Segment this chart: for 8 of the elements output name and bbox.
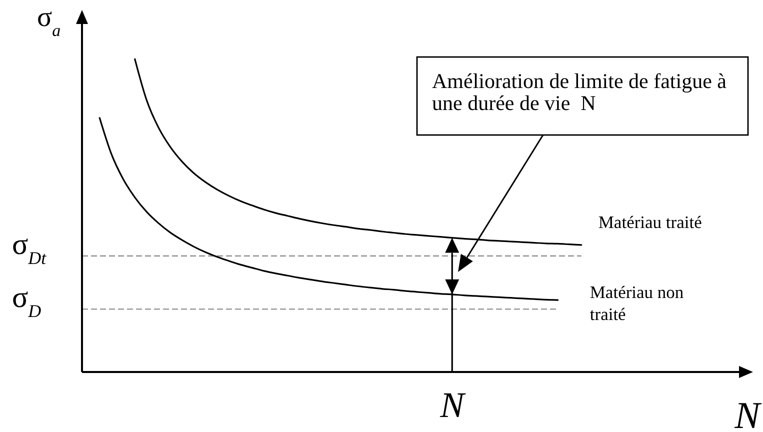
ref-line-label: σ$_{Dt}$: [12, 228, 48, 268]
series-label: Matériau non traité: [590, 282, 684, 324]
y-axis-title: σ$_{a}$: [37, 2, 61, 40]
text: N: [439, 385, 466, 425]
x-axis-title: N: [734, 395, 763, 432]
annotation: Amélioration de limite de fatigue à une durée de vie N: [432, 69, 728, 115]
ref-line-label: σ$_{D}$: [12, 281, 42, 322]
series-label: Matériau traité: [598, 212, 702, 232]
